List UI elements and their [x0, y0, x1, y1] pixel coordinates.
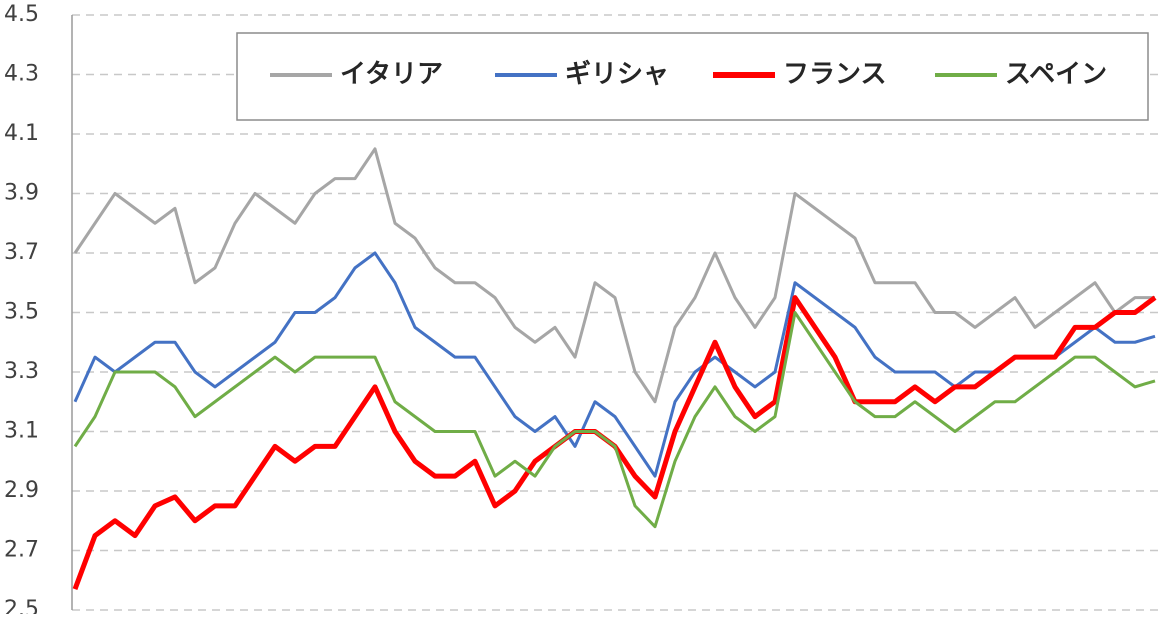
legend-label: フランス: [783, 60, 886, 90]
series-line: [73, 251, 1156, 478]
y-tick-label: 4.1: [4, 121, 39, 146]
y-tick-label: 3.7: [4, 240, 39, 265]
legend-label: ギリシャ: [565, 60, 669, 90]
legend-label: イタリア: [340, 60, 443, 90]
y-tick-label: 2.7: [4, 538, 39, 563]
y-tick-label: 4.5: [4, 2, 39, 27]
y-tick-label: 3.1: [4, 419, 39, 444]
y-tick-label: 2.5: [4, 597, 39, 614]
series-line: [73, 147, 1155, 404]
y-tick-label: 2.9: [4, 478, 39, 503]
series-line: [73, 311, 1156, 529]
legend-label: スペイン: [1005, 60, 1107, 90]
y-tick-label: 3.5: [4, 300, 39, 325]
y-tick-label: 3.9: [4, 181, 39, 206]
y-tick-label: 4.3: [4, 62, 39, 87]
y-tick-label: 3.3: [4, 359, 39, 384]
